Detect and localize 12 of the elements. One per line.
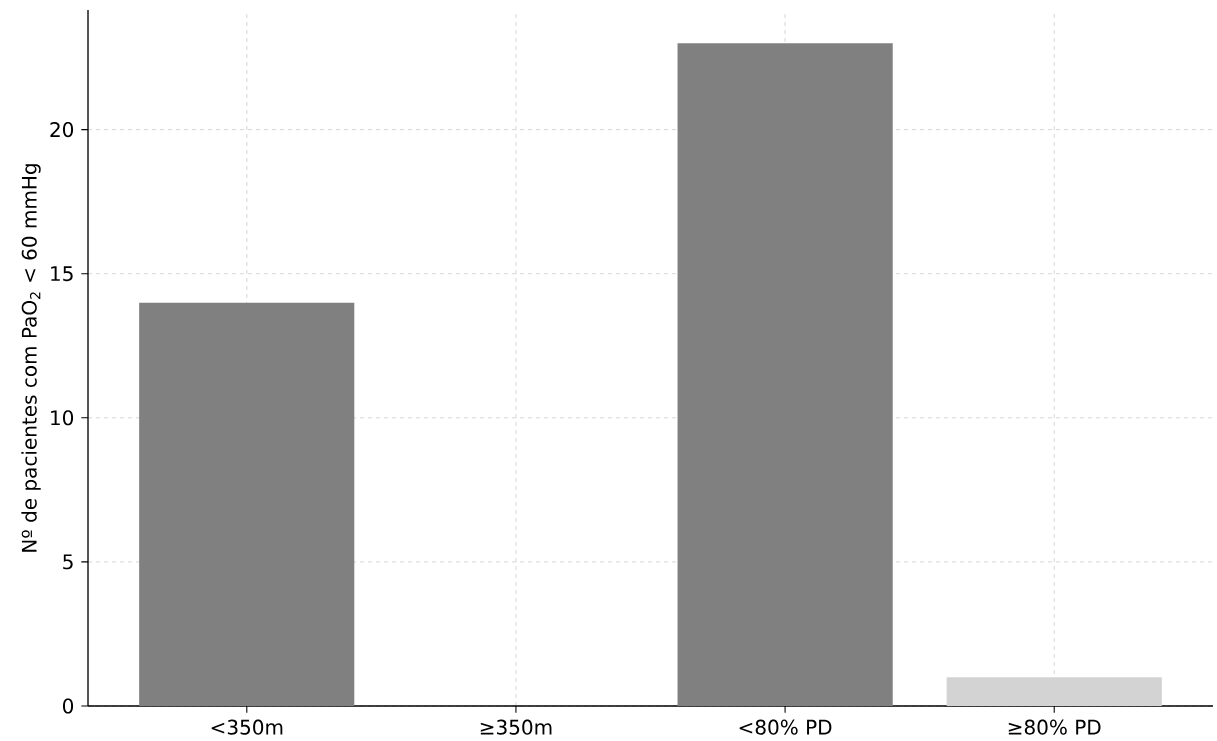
x-tick-label: ≥80% PD (1008, 719, 1101, 735)
x-tick-label: <350m (211, 719, 283, 735)
y-tick-label: 10 (51, 410, 74, 426)
y-tick-label: 20 (50, 121, 74, 137)
y-tick-label: 15 (51, 266, 73, 281)
x-tick-label: <80% PD (739, 719, 832, 735)
y-tick-label: 0 (63, 698, 74, 714)
y-axis-title: Nº de pacientes com PaO$_{2}$ < 60 mmHg (21, 164, 41, 552)
bar (139, 302, 355, 706)
bar (677, 42, 893, 706)
y-tick-label: 5 (63, 554, 73, 570)
x-tick-label: ≥350m (480, 719, 552, 735)
